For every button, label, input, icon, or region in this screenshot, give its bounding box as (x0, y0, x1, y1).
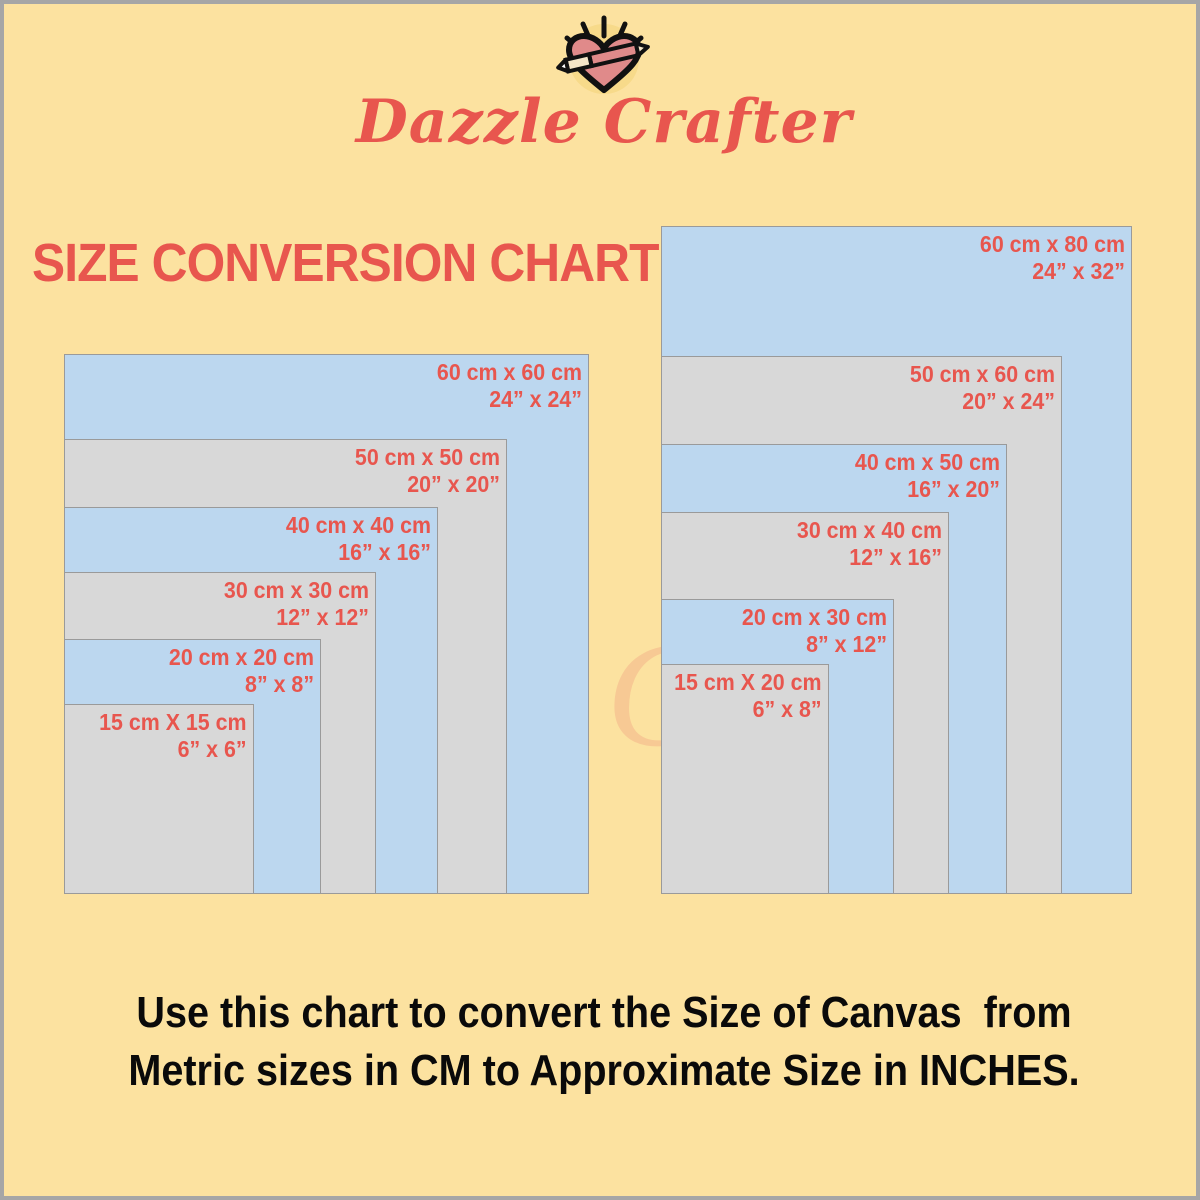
size-label: 15 cm X 20 cm 6” x 8” (675, 669, 822, 723)
size-label-cm: 15 cm X 15 cm (99, 709, 247, 735)
chart-caption: Use this chart to convert the Size of Ca… (64, 984, 1144, 1100)
size-label: 60 cm x 80 cm 24” x 32” (980, 231, 1125, 285)
size-label-cm: 50 cm x 60 cm (909, 361, 1055, 387)
caption-line-2: Metric sizes in CM to Approximate Size i… (128, 1046, 1080, 1096)
size-label-cm: 60 cm x 60 cm (436, 359, 582, 385)
size-label: 50 cm x 50 cm 20” x 20” (355, 444, 500, 498)
size-label: 15 cm X 15 cm 6” x 6” (100, 709, 247, 763)
size-box: 15 cm X 15 cm 6” x 6” (64, 704, 254, 894)
caption-line-1: Use this chart to convert the Size of Ca… (136, 988, 1072, 1037)
size-label-cm: 30 cm x 30 cm (223, 577, 369, 603)
size-label-inch: 12” x 12” (276, 604, 369, 631)
heart-with-pencil-icon (556, 15, 650, 94)
size-label-cm: 20 cm x 20 cm (168, 644, 314, 670)
size-label-inch: 12” x 16” (849, 544, 942, 571)
size-label-inch: 24” x 24” (489, 386, 582, 413)
size-label-inch: 16” x 16” (338, 539, 431, 566)
size-label-inch: 6” x 6” (178, 736, 247, 763)
size-label: 20 cm x 20 cm 8” x 8” (169, 644, 314, 698)
size-label-inch: 20” x 20” (407, 471, 500, 498)
size-label-cm: 50 cm x 50 cm (354, 444, 500, 470)
size-label-inch: 8” x 12” (806, 631, 887, 658)
size-label-inch: 16” x 20” (907, 476, 1000, 503)
size-label: 60 cm x 60 cm 24” x 24” (437, 359, 582, 413)
size-label-inch: 6” x 8” (753, 696, 822, 723)
size-label-cm: 20 cm x 30 cm (741, 604, 887, 630)
size-label-cm: 15 cm X 20 cm (674, 669, 822, 695)
size-label-cm: 40 cm x 40 cm (285, 512, 431, 538)
size-label-inch: 24” x 32” (1032, 258, 1125, 285)
brand-name: Dazzle Crafter (355, 87, 853, 157)
size-label: 30 cm x 40 cm 12” x 16” (797, 517, 942, 571)
page-title: SIZE CONVERSION CHART (32, 233, 659, 293)
size-label: 40 cm x 50 cm 16” x 20” (855, 449, 1000, 503)
size-label: 20 cm x 30 cm 8” x 12” (742, 604, 887, 658)
size-label-cm: 30 cm x 40 cm (796, 517, 942, 543)
size-label: 40 cm x 40 cm 16” x 16” (286, 512, 431, 566)
size-label-inch: 8” x 8” (245, 671, 314, 698)
size-label: 50 cm x 60 cm 20” x 24” (910, 361, 1055, 415)
size-label-cm: 60 cm x 80 cm (979, 231, 1125, 257)
size-label-cm: 40 cm x 50 cm (854, 449, 1000, 475)
size-label: 30 cm x 30 cm 12” x 12” (224, 577, 369, 631)
size-box: 15 cm X 20 cm 6” x 8” (661, 664, 829, 894)
size-label-inch: 20” x 24” (962, 388, 1055, 415)
brand-header: Dazzle Crafter (4, 12, 1196, 157)
